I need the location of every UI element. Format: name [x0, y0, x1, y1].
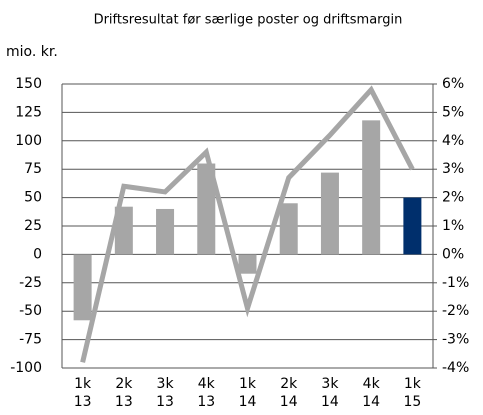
y2-tick-label: 1%	[442, 218, 464, 234]
x-tick-label: 4k	[198, 376, 216, 392]
x-tick-label: 1k	[239, 376, 257, 392]
bar	[197, 163, 216, 255]
y-tick-label: 50	[24, 190, 42, 206]
chart-title: Driftsresultat før særlige poster og dri…	[94, 13, 403, 28]
bar	[73, 254, 92, 321]
x-tick-label: 13	[197, 394, 215, 410]
y-tick-label: -50	[19, 303, 42, 319]
x-tick-label: 2k	[280, 376, 298, 392]
bar	[238, 254, 257, 274]
y-tick-label: 25	[24, 218, 42, 234]
x-tick-label: 15	[403, 394, 421, 410]
x-tick-label: 14	[362, 394, 380, 410]
bar	[320, 172, 339, 255]
y-tick-label: -25	[19, 275, 42, 291]
y2-tick-label: 5%	[442, 104, 464, 120]
y2-tick-label: 4%	[442, 133, 464, 149]
x-tick-label: 14	[239, 394, 257, 410]
line	[80, 85, 415, 363]
y-axis-label: mio. kr.	[6, 44, 58, 60]
x-tick-label: 2k	[115, 376, 133, 392]
y-tick-label: -75	[19, 332, 42, 348]
y-tick-label: 100	[15, 133, 42, 149]
x-tick-label: 1k	[74, 376, 92, 392]
bar	[156, 208, 175, 255]
bar	[362, 120, 381, 255]
y-tick-label: 75	[24, 161, 42, 177]
x-tick-label: 4k	[363, 376, 381, 392]
y2-tick-label: 3%	[442, 161, 464, 177]
bar	[403, 197, 422, 255]
y-tick-label: 0	[33, 246, 42, 262]
y2-tick-label: 2%	[442, 190, 464, 206]
y-tick-label: -100	[10, 360, 42, 376]
x-tick-label: 13	[74, 394, 92, 410]
bar	[114, 206, 133, 255]
y2-tick-label: -1%	[442, 275, 469, 291]
y2-tick-label: 6%	[442, 76, 464, 92]
x-tick-label: 14	[321, 394, 339, 410]
x-tick-label: 3k	[321, 376, 339, 392]
bar	[279, 203, 298, 255]
x-tick-label: 3k	[157, 376, 175, 392]
y2-tick-label: -3%	[442, 332, 469, 348]
x-tick-label: 14	[280, 394, 298, 410]
x-tick-label: 13	[115, 394, 133, 410]
y-tick-label: 150	[15, 76, 42, 92]
y-tick-label: 125	[15, 104, 42, 120]
y2-tick-label: -2%	[442, 303, 469, 319]
x-tick-label: 13	[156, 394, 174, 410]
y2-tick-label: -4%	[442, 360, 469, 376]
y2-tick-label: 0%	[442, 246, 464, 262]
x-tick-label: 1k	[404, 376, 422, 392]
